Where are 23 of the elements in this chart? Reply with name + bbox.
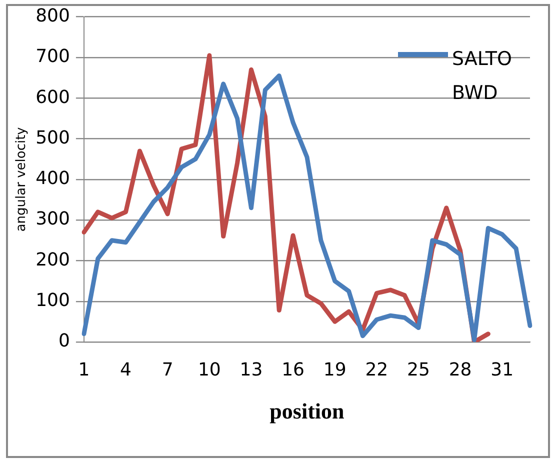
x-tick-label: 25	[407, 359, 430, 380]
y-tick-label: 300	[36, 208, 70, 230]
y-axis-title: angular velocity	[14, 126, 30, 232]
x-tick-label: 4	[120, 359, 132, 380]
legend-label: SALTO BWD	[452, 47, 513, 106]
x-tick-label: 22	[365, 359, 388, 380]
x-tick-label: 19	[323, 359, 346, 380]
x-tick-label: 7	[162, 359, 174, 380]
x-tick-label: 31	[490, 359, 514, 380]
x-axis-title: position	[270, 398, 344, 424]
x-tick-label: 28	[448, 359, 472, 380]
x-tick-label: 16	[282, 359, 304, 380]
x-tick-label: 10	[198, 359, 221, 380]
x-tick-label: 1	[78, 359, 90, 380]
y-tick-label: 200	[36, 249, 70, 270]
y-tick-label: 600	[36, 86, 70, 108]
y-tick-label: 400	[36, 168, 70, 190]
y-tick-label: 0	[58, 330, 70, 352]
y-tick-label: 700	[36, 46, 70, 68]
y-tick-label: 500	[36, 127, 70, 148]
y-tick-label: 100	[36, 290, 70, 312]
y-tick-label: 800	[36, 5, 70, 26]
x-tick-label: 13	[240, 359, 263, 380]
